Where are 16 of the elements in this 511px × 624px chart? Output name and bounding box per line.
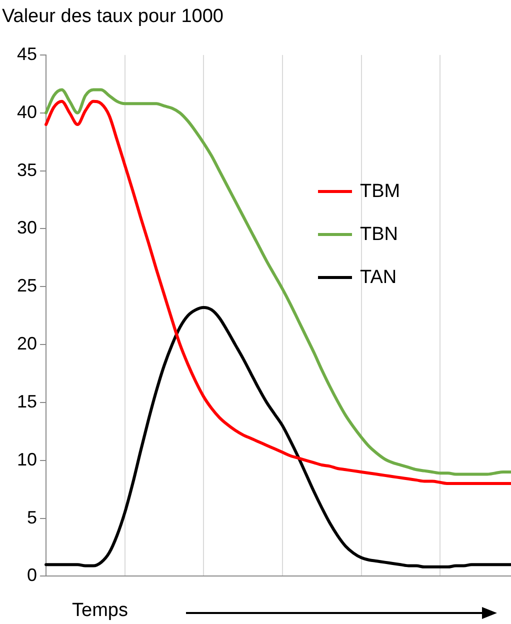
legend-label: TBN (360, 224, 398, 246)
y-tick-label: 0 (27, 565, 38, 586)
y-tick-label: 40 (16, 102, 38, 122)
y-tick-label: 15 (16, 391, 38, 412)
y-tick-label: 20 (16, 334, 38, 354)
legend-label: TBM (360, 180, 400, 202)
y-axis-title: Valeur des taux pour 1000 (2, 6, 224, 28)
y-tick-label: 25 (16, 276, 38, 296)
line-series (44, 306, 511, 568)
legend-label: TAN (360, 266, 397, 288)
y-tick-label: 10 (16, 449, 38, 470)
y-tick-label: 30 (16, 218, 38, 238)
y-tick-label: 35 (16, 160, 38, 180)
x-axis-title: Temps (72, 600, 128, 622)
y-tick-label: 5 (27, 507, 38, 528)
y-tick-label: 45 (16, 44, 38, 64)
